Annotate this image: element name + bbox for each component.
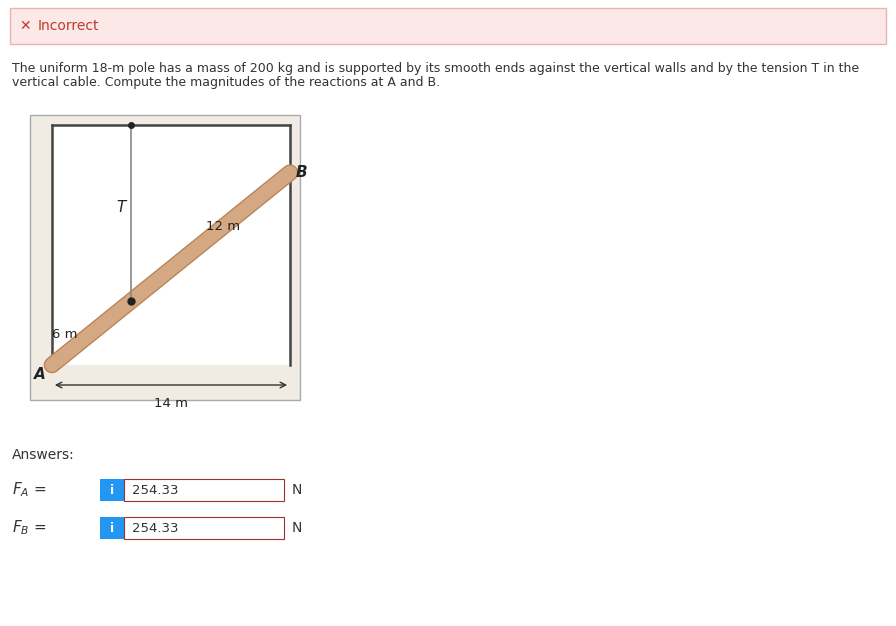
Text: i: i xyxy=(110,483,114,496)
Bar xyxy=(30,115,300,400)
Bar xyxy=(52,125,290,365)
Text: B: B xyxy=(296,165,307,180)
Text: The uniform 18-m pole has a mass of 200 kg and is supported by its smooth ends a: The uniform 18-m pole has a mass of 200 … xyxy=(12,62,859,75)
Text: 254.33: 254.33 xyxy=(132,483,178,496)
Text: Incorrect: Incorrect xyxy=(38,19,99,33)
Bar xyxy=(124,517,284,539)
Bar xyxy=(124,479,284,501)
Text: ✕: ✕ xyxy=(19,19,30,33)
Text: N: N xyxy=(292,521,302,535)
Text: 254.33: 254.33 xyxy=(132,521,178,535)
Text: $F_A$ =: $F_A$ = xyxy=(12,481,47,500)
Text: N: N xyxy=(292,483,302,497)
Bar xyxy=(100,517,124,539)
Text: 14 m: 14 m xyxy=(154,397,188,410)
Bar xyxy=(100,479,124,501)
Text: T: T xyxy=(116,200,125,215)
Text: 6 m: 6 m xyxy=(52,329,78,341)
Text: 12 m: 12 m xyxy=(206,220,240,233)
Text: A: A xyxy=(34,367,46,382)
Text: i: i xyxy=(110,521,114,535)
Text: $F_B$ =: $F_B$ = xyxy=(12,519,47,537)
Bar xyxy=(10,8,886,44)
Text: vertical cable. Compute the magnitudes of the reactions at A and B.: vertical cable. Compute the magnitudes o… xyxy=(12,76,440,89)
Text: Answers:: Answers: xyxy=(12,448,74,462)
